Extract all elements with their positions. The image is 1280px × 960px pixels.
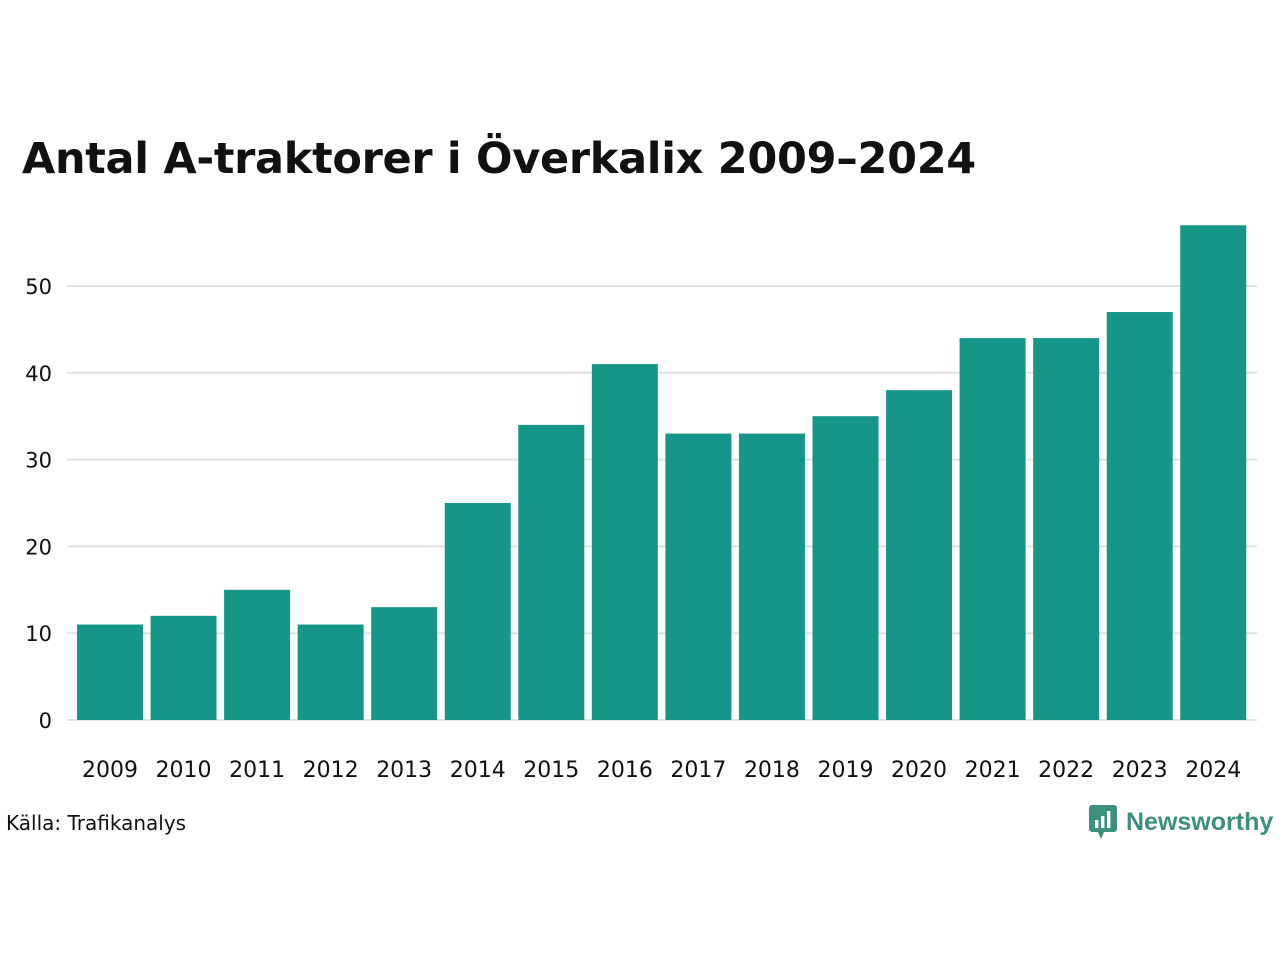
x-tick-label: 2021: [965, 758, 1021, 783]
bar: [812, 416, 879, 720]
bar: [444, 503, 511, 720]
x-tick-label: 2019: [818, 758, 874, 783]
y-tick-label: 10: [25, 622, 52, 646]
source-label: Källa: Trafikanalys: [6, 811, 187, 835]
bar: [1106, 312, 1173, 720]
x-tick-label: 2015: [523, 758, 579, 783]
x-tick-label: 2020: [891, 758, 947, 783]
bar: [371, 607, 438, 720]
bar: [150, 615, 217, 720]
x-tick-label: 2016: [597, 758, 653, 783]
bar: [959, 338, 1026, 720]
x-tick-label: 2024: [1185, 758, 1241, 783]
bar: [665, 433, 732, 720]
y-tick-label: 40: [25, 362, 52, 386]
bar: [886, 390, 953, 720]
x-tick-label: 2018: [744, 758, 800, 783]
brand-name: Newsworthy: [1126, 807, 1274, 836]
bar: [738, 433, 805, 720]
newsworthy-logo-icon: [1089, 805, 1117, 839]
x-tick-label: 2011: [229, 758, 285, 783]
bar: [77, 624, 143, 720]
bar: [297, 624, 364, 720]
y-tick-label: 50: [25, 275, 52, 299]
x-tick-label: 2009: [82, 758, 138, 783]
x-tick-label: 2013: [376, 758, 432, 783]
x-tick-label: 2023: [1112, 758, 1168, 783]
chart-title: Antal A-traktorer i Överkalix 2009–2024: [22, 134, 976, 184]
bar: [1033, 338, 1100, 720]
bar: [591, 364, 658, 720]
x-tick-label: 2022: [1038, 758, 1094, 783]
x-tick-label: 2017: [670, 758, 726, 783]
bar: [224, 589, 291, 720]
y-tick-label: 20: [25, 535, 52, 559]
bar: [1180, 225, 1247, 721]
brand-logo: Newsworthy: [1088, 804, 1273, 840]
x-tick-label: 2010: [156, 758, 212, 783]
bar: [518, 424, 585, 720]
x-tick-label: 2014: [450, 758, 506, 783]
y-tick-label: 0: [39, 709, 52, 733]
y-tick-label: 30: [25, 449, 52, 473]
x-tick-label: 2012: [303, 758, 359, 783]
